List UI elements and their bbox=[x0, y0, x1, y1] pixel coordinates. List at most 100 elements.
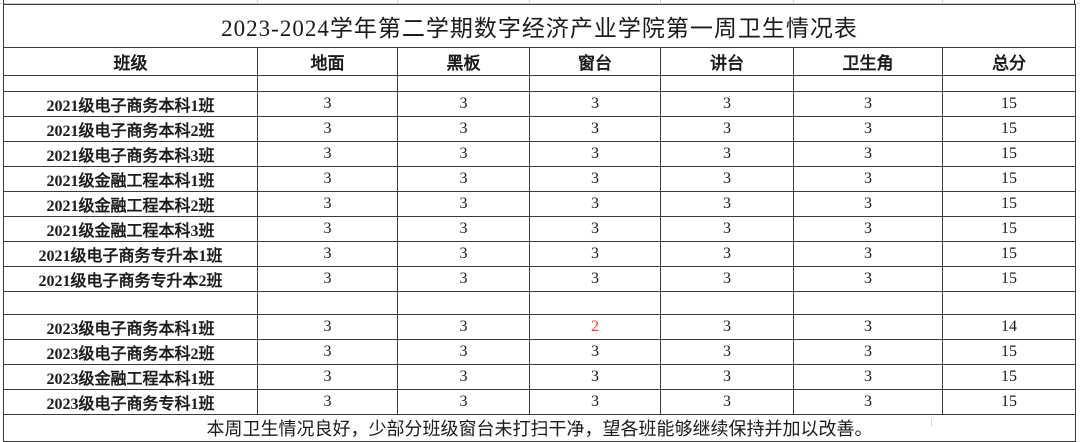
score-cell: 3 bbox=[660, 141, 794, 167]
score-cell: 3 bbox=[529, 339, 661, 365]
score-cell: 3 bbox=[397, 266, 530, 292]
score-cell: 3 bbox=[660, 314, 794, 340]
column-header-class: 班级 bbox=[3, 47, 258, 76]
score-cell: 3 bbox=[660, 241, 794, 267]
empty-cell bbox=[941, 75, 1077, 92]
empty-cell bbox=[793, 75, 943, 92]
score-cell: 3 bbox=[529, 116, 661, 142]
score-cell: 3 bbox=[397, 314, 530, 340]
score-cell: 15 bbox=[941, 91, 1077, 117]
score-cell: 3 bbox=[660, 166, 794, 192]
table-row: 2021级电子商务专升本2班 3 3 3 3 3 15 bbox=[3, 266, 1077, 292]
gridline-tick bbox=[755, 419, 756, 427]
score-cell: 15 bbox=[941, 389, 1077, 415]
score-cell: 3 bbox=[660, 91, 794, 117]
bottom-gridline-strip bbox=[0, 419, 1080, 427]
empty-row bbox=[3, 291, 1077, 315]
score-cell: 3 bbox=[793, 166, 943, 192]
score-cell: 3 bbox=[257, 364, 398, 390]
gridline-tick bbox=[257, 0, 258, 4]
empty-cell bbox=[397, 75, 530, 92]
score-cell: 15 bbox=[941, 266, 1077, 292]
score-cell: 3 bbox=[257, 166, 398, 192]
score-cell: 3 bbox=[397, 389, 530, 415]
score-cell: 3 bbox=[257, 314, 398, 340]
table-body: 2021级电子商务本科1班 3 3 3 3 3 15 2021级电子商务本科2班 3 3 3 3 3 15… bbox=[3, 75, 1077, 415]
score-cell: 3 bbox=[397, 241, 530, 267]
score-cell: 3 bbox=[529, 191, 661, 217]
score-cell: 3 bbox=[397, 364, 530, 390]
score-cell: 15 bbox=[941, 141, 1077, 167]
score-cell: 3 bbox=[793, 339, 943, 365]
score-cell: 15 bbox=[941, 191, 1077, 217]
gridline-tick bbox=[3, 0, 4, 4]
score-cell: 3 bbox=[397, 116, 530, 142]
score-cell: 3 bbox=[660, 266, 794, 292]
score-cell: 3 bbox=[529, 364, 661, 390]
title-row: 2023-2024学年第二学期数字经济产业学院第一周卫生情况表 bbox=[2, 4, 1077, 48]
score-cell: 3 bbox=[660, 216, 794, 242]
gridline-tick bbox=[931, 419, 932, 427]
table-row: 2021级电子商务本科1班 3 3 3 3 3 15 bbox=[3, 91, 1077, 117]
empty-cell bbox=[529, 75, 661, 92]
class-name-cell: 2021级电子商务专升本1班 bbox=[3, 241, 258, 267]
score-cell: 3 bbox=[257, 91, 398, 117]
score-cell: 3 bbox=[257, 389, 398, 415]
score-cell: 3 bbox=[257, 141, 398, 167]
empty-cell bbox=[257, 75, 398, 92]
table-title: 2023-2024学年第二学期数字经济产业学院第一周卫生情况表 bbox=[2, 4, 1077, 48]
empty-cell bbox=[3, 75, 258, 92]
table-row: 2021级金融工程本科2班 3 3 3 3 3 15 bbox=[3, 191, 1077, 217]
column-header-total-score: 总分 bbox=[941, 47, 1077, 76]
table-row: 2021级电子商务本科2班 3 3 3 3 3 15 bbox=[3, 116, 1077, 142]
score-cell: 3 bbox=[529, 141, 661, 167]
score-cell: 3 bbox=[257, 191, 398, 217]
empty-cell bbox=[941, 291, 1077, 315]
class-name-cell: 2021级金融工程本科2班 bbox=[3, 191, 258, 217]
score-cell: 15 bbox=[941, 166, 1077, 192]
score-cell: 3 bbox=[660, 191, 794, 217]
score-cell: 15 bbox=[941, 241, 1077, 267]
table-row: 2021级电子商务专升本1班 3 3 3 3 3 15 bbox=[3, 241, 1077, 267]
table-row: 2021级金融工程本科3班 3 3 3 3 3 15 bbox=[3, 216, 1077, 242]
score-cell: 3 bbox=[793, 314, 943, 340]
score-cell: 3 bbox=[793, 364, 943, 390]
class-name-cell: 2021级金融工程本科3班 bbox=[3, 216, 258, 242]
class-name-cell: 2021级电子商务本科1班 bbox=[3, 91, 258, 117]
empty-row bbox=[3, 75, 1077, 92]
score-cell: 3 bbox=[529, 91, 661, 117]
table-row: 2023级金融工程本科1班 3 3 3 3 3 15 bbox=[3, 364, 1077, 390]
score-cell: 3 bbox=[257, 216, 398, 242]
class-name-cell: 2021级电子商务本科2班 bbox=[3, 116, 258, 142]
gridline-tick bbox=[660, 0, 661, 4]
table-row: 2021级金融工程本科1班 3 3 3 3 3 15 bbox=[3, 166, 1077, 192]
column-header-blackboard: 黑板 bbox=[397, 47, 530, 76]
class-name-cell: 2021级电子商务本科3班 bbox=[3, 141, 258, 167]
score-cell: 3 bbox=[529, 389, 661, 415]
top-gridline-strip bbox=[0, 0, 1080, 4]
gridline-tick bbox=[529, 0, 530, 4]
column-header-windowsill: 窗台 bbox=[529, 47, 661, 76]
score-cell: 3 bbox=[397, 216, 530, 242]
gridline-tick bbox=[793, 0, 794, 4]
gridline-tick bbox=[218, 419, 219, 427]
empty-cell bbox=[660, 75, 794, 92]
header-row: 班级 地面 黑板 窗台 讲台 卫生角 总分 bbox=[3, 47, 1077, 76]
score-cell: 3 bbox=[793, 191, 943, 217]
score-cell: 3 bbox=[793, 141, 943, 167]
score-cell: 3 bbox=[660, 389, 794, 415]
hygiene-table: 2023-2024学年第二学期数字经济产业学院第一周卫生情况表 班级 地面 黑板… bbox=[2, 4, 1077, 442]
score-cell: 3 bbox=[397, 191, 530, 217]
score-cell: 3 bbox=[793, 389, 943, 415]
class-name-cell: 2023级电子商务本科1班 bbox=[3, 314, 258, 340]
score-cell: 3 bbox=[529, 241, 661, 267]
score-cell: 3 bbox=[257, 241, 398, 267]
class-name-cell: 2023级电子商务专科1班 bbox=[3, 389, 258, 415]
score-cell: 3 bbox=[257, 339, 398, 365]
table-row: 2023级电子商务专科1班 3 3 3 3 3 15 bbox=[3, 389, 1077, 415]
empty-cell bbox=[397, 291, 530, 315]
score-cell: 14 bbox=[941, 314, 1077, 340]
column-header-floor: 地面 bbox=[257, 47, 398, 76]
table-row: 2023级电子商务本科1班 3 3 2 3 3 14 bbox=[3, 314, 1077, 340]
